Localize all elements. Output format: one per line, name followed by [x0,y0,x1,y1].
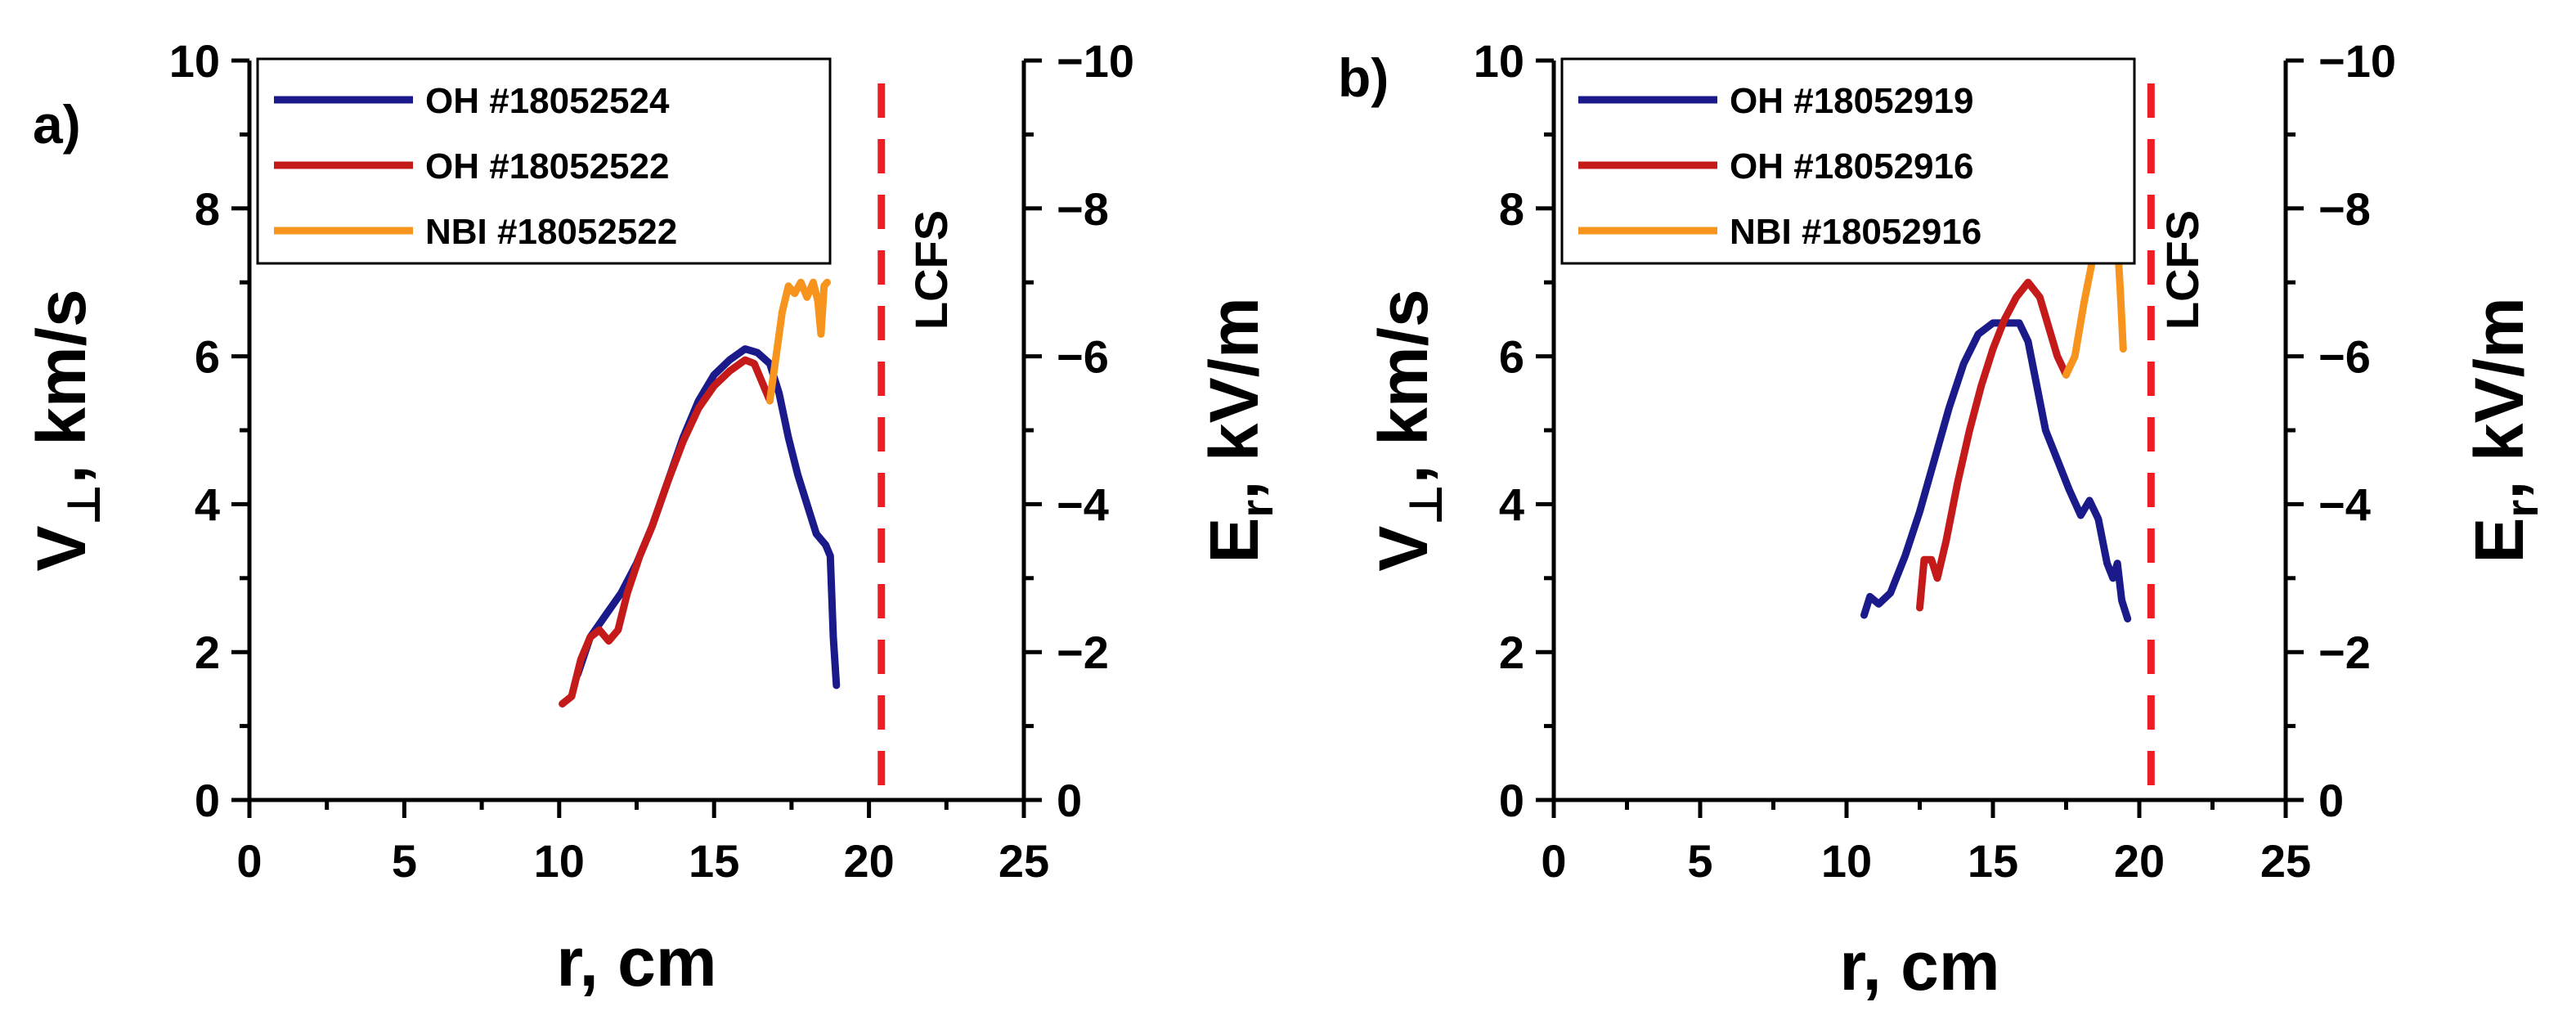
panel-a-y-tick-label: 2 [195,627,220,678]
panel-a-legend-label-1: OH #18052522 [425,146,669,186]
panel-b-y-tick-label: 4 [1499,479,1524,530]
panel-b-x-tick-label: 20 [2114,835,2165,887]
panel-b-y-tick-label: 8 [1499,183,1524,235]
panel-b-legend-label-0: OH #18052919 [1730,81,1973,121]
panel-b-y2-tick-label: −4 [2318,479,2371,530]
panel-a-y2-tick-label: −10 [1057,35,1134,87]
panel-b-y2-axis-label: Er, kV/m [2461,297,2547,563]
panel-a-y2-tick-label: −6 [1057,331,1109,383]
panel-a-x-tick-label: 20 [843,835,894,887]
panel-a-y-tick-label: 8 [195,183,220,235]
panel-a-x-tick-label: 25 [999,835,1049,887]
panel-a-y-axis-label: V⊥, km/s [23,289,110,571]
panel-a-series-line-1 [559,356,774,708]
panel-b-y-tick-label: 0 [1499,775,1524,826]
panel-b-y2-tick-label: −2 [2318,627,2371,678]
panel-b-legend-label-2: NBI #18052916 [1730,212,1981,252]
panel-b-panel-label: b) [1338,47,1389,108]
panel-b-y2-tick-label: −6 [2318,331,2371,383]
panel-b-legend-label-1: OH #18052916 [1730,146,1973,186]
panel-b-x-tick-label: 0 [1541,835,1566,887]
panel-a-x-axis-label: r, cm [556,923,716,1000]
panel-a-y-tick-label: 10 [169,35,220,87]
panel-a-y-tick-label: 0 [195,775,220,826]
panel-b-y-axis-label: V⊥, km/s [1365,289,1452,571]
panel-b-x-tick-label: 10 [1821,835,1872,887]
panel-a-x-tick-label: 15 [689,835,739,887]
panel-b-y-tick-label: 10 [1474,35,1524,87]
panel-b-y2-tick-label: −8 [2318,183,2371,235]
panel-a-y2-tick-label: −8 [1057,183,1109,235]
panel-a-y2-axis-label: Er, kV/m [1196,297,1282,563]
panel-b-y-tick-label: 6 [1499,331,1524,383]
panel-a-y-tick-label: 6 [195,331,220,383]
panel-b-x-tick-label: 5 [1687,835,1712,887]
panel-a-panel-label: a) [33,94,81,155]
panel-a-x-tick-label: 0 [236,835,262,887]
panel-a-y2-tick-label: −4 [1057,479,1109,530]
panel-a-x-tick-label: 10 [534,835,585,887]
panel-b-x-tick-label: 15 [1968,835,2018,887]
panel-b-y-tick-label: 2 [1499,627,1524,678]
panel-b-y2-tick-label: −10 [2318,35,2396,87]
panel-b-x-tick-label: 25 [2260,835,2311,887]
panel-b-series-line-0 [1860,319,2132,622]
panel-a-y2-tick-label: −2 [1057,627,1109,678]
panel-b-series-line-1 [1916,278,2070,612]
panel-b-x-axis-label: r, cm [1839,928,1999,1004]
panel-b-lcfs-label: LCFS [2156,210,2208,330]
panel-a-y2-tick-label: 0 [1057,775,1082,826]
panel-a-series-line-2 [765,278,831,405]
panel-a-legend-label-2: NBI #18052522 [425,212,677,252]
panel-a-y-tick-label: 4 [195,479,220,530]
panel-a-legend-label-0: OH #18052524 [425,81,670,121]
panel-a-lcfs-label: LCFS [905,210,957,330]
panel-a-x-tick-label: 5 [392,835,417,887]
panel-b-y2-tick-label: 0 [2318,775,2344,826]
